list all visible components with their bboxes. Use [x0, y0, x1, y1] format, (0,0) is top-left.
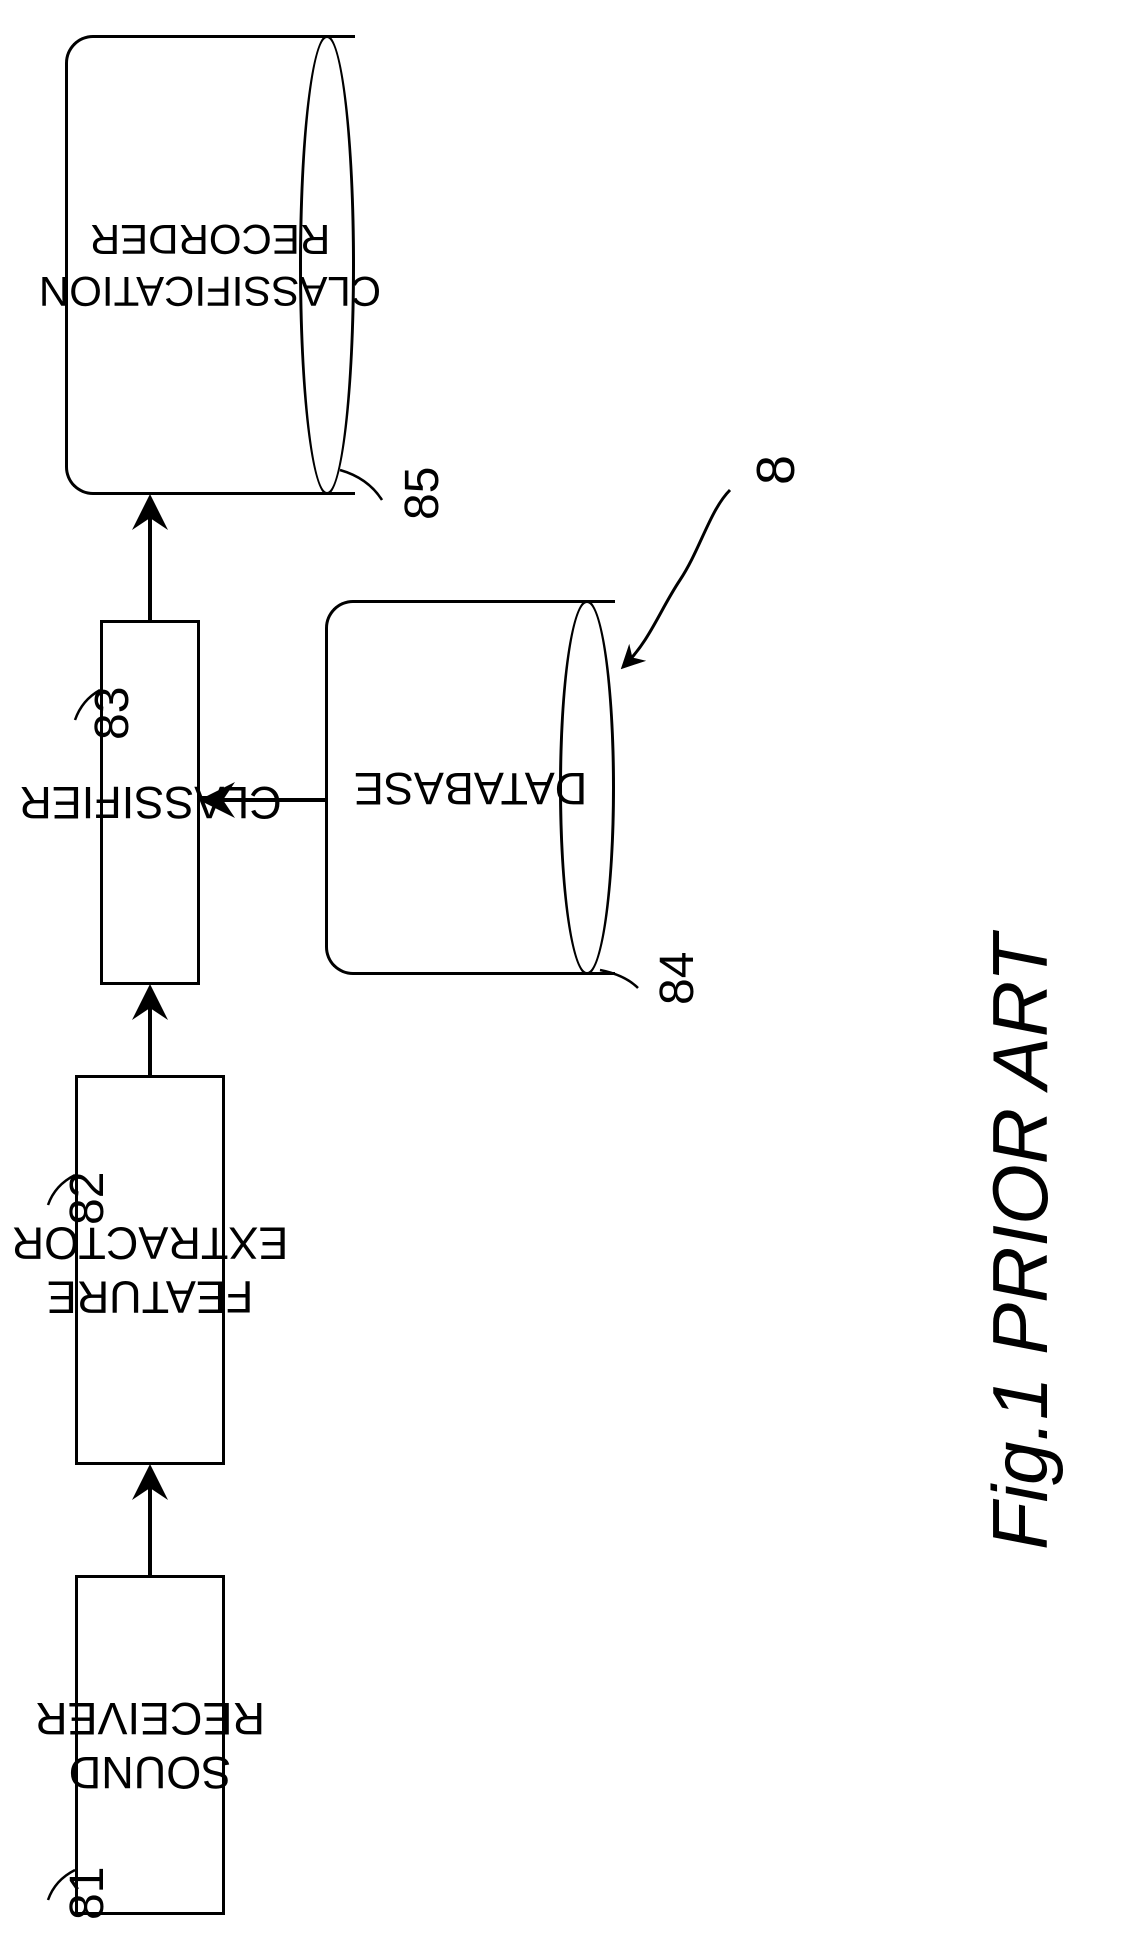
classification-recorder-label-line1: CLASSIFICATION: [39, 268, 381, 315]
classifier-label-line1: CLASSIFIER: [19, 777, 282, 828]
ref-82: 82: [60, 1172, 115, 1225]
ref-85: 85: [395, 467, 450, 520]
sound-receiver-label: SOUND RECEIVER: [0, 1670, 320, 1820]
ref-8-system: 8: [745, 455, 807, 485]
ref-83: 83: [85, 687, 140, 740]
database-label: DATABASE: [283, 643, 658, 933]
feature-extractor-label-line1: FEATURE: [47, 1272, 254, 1323]
ref-84: 84: [650, 952, 705, 1005]
ref-81: 81: [60, 1867, 115, 1920]
feature-extractor-label-line2: EXTRACTOR: [12, 1218, 289, 1269]
figure-title: Fig.1 PRIOR ART: [975, 935, 1066, 1550]
classification-recorder-label-line2: RECORDER: [90, 216, 330, 263]
sound-receiver-label-line2: RECEIVER: [35, 1693, 265, 1744]
lead-8-system: [625, 490, 730, 665]
diagram-canvas: Fig.1 PRIOR ART SOUND RECEIVER FEATURE E…: [0, 0, 1131, 1957]
feature-extractor-label: FEATURE EXTRACTOR: [0, 1195, 345, 1345]
database-label-line1: DATABASE: [353, 763, 586, 814]
sound-receiver-label-line1: SOUND: [69, 1747, 232, 1798]
classification-recorder-label: CLASSIFICATION RECORDER: [0, 120, 440, 410]
